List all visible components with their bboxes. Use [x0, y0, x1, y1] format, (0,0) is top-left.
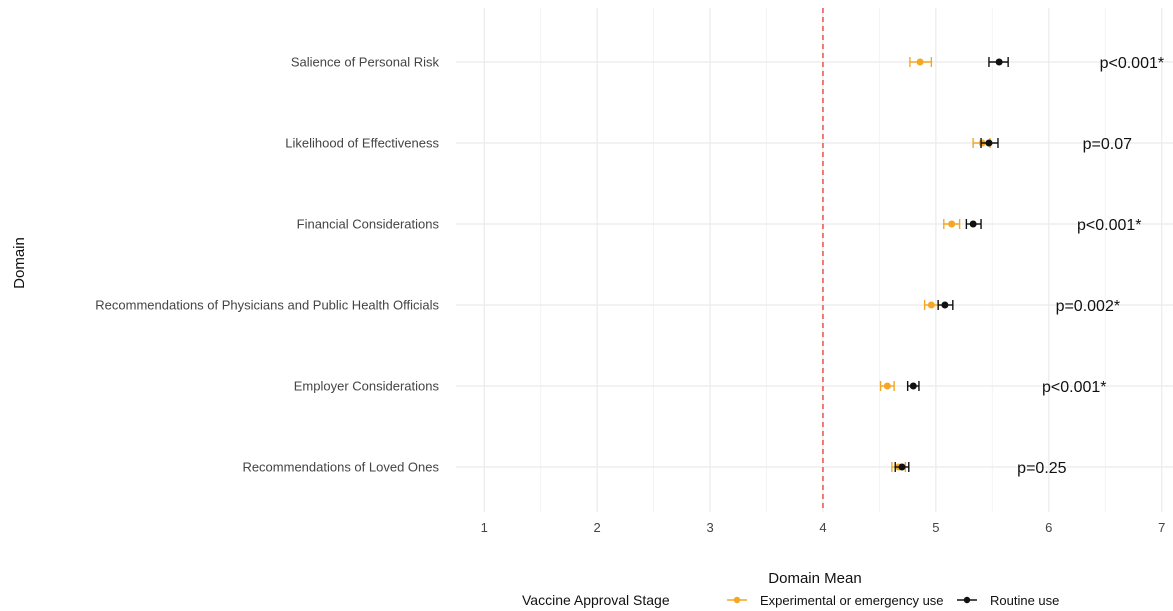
- y-tick-labels: Salience of Personal Risk Likelihood of E…: [95, 55, 439, 475]
- series-routine-use: [894, 57, 1009, 472]
- x-tick-label: 3: [706, 520, 713, 535]
- data-point: [909, 382, 917, 390]
- x-tick-label: 6: [1045, 520, 1052, 535]
- data-point: [916, 58, 924, 66]
- x-tick-label: 4: [819, 520, 826, 535]
- data-point: [995, 58, 1003, 66]
- p-value-label: p=0.07: [1083, 136, 1132, 153]
- data-point: [941, 301, 949, 309]
- legend-key-point: [733, 596, 741, 604]
- x-tick-label: 7: [1158, 520, 1165, 535]
- y-tick-label: Recommendations of Physicians and Public…: [95, 298, 439, 313]
- x-tick-labels: 1 2 3 4 5 6 7: [481, 520, 1166, 535]
- legend-items: Experimental or emergency use Routine use: [727, 593, 1059, 608]
- legend-item: Routine use: [957, 593, 1059, 608]
- y-tick-label: Likelihood of Effectiveness: [285, 136, 439, 151]
- p-value-label: p=0.25: [1017, 460, 1066, 477]
- p-value-label: p=0.002*: [1056, 298, 1121, 315]
- legend: Vaccine Approval Stage Experimental or e…: [522, 592, 1059, 608]
- data-point: [883, 382, 891, 390]
- y-tick-label: Employer Considerations: [294, 379, 440, 394]
- legend-label: Experimental or emergency use: [760, 593, 944, 608]
- data-point: [927, 301, 935, 309]
- x-tick-label: 2: [594, 520, 601, 535]
- y-axis-title: Domain: [11, 237, 28, 289]
- p-value-label: p<0.001*: [1042, 379, 1107, 396]
- data-point: [948, 220, 956, 228]
- y-tick-label: Financial Considerations: [297, 217, 440, 232]
- x-axis-title: Domain Mean: [768, 570, 861, 587]
- data-marks: [879, 57, 1009, 472]
- y-tick-label: Recommendations of Loved Ones: [242, 460, 439, 475]
- p-value-label: p<0.001*: [1077, 217, 1142, 234]
- legend-label: Routine use: [990, 593, 1059, 608]
- p-value-label: p<0.001*: [1100, 55, 1165, 72]
- y-tick-label: Salience of Personal Risk: [291, 55, 440, 70]
- legend-title: Vaccine Approval Stage: [522, 592, 670, 608]
- p-value-labels: p<0.001* p=0.07 p<0.001* p=0.002* p<0.001* p=…: [1017, 55, 1164, 477]
- data-point: [985, 139, 993, 147]
- legend-key-point: [963, 596, 971, 604]
- x-tick-label: 5: [932, 520, 939, 535]
- data-point: [969, 220, 977, 228]
- x-tick-label: 1: [481, 520, 488, 535]
- grid: [456, 8, 1173, 512]
- legend-item: Experimental or emergency use: [727, 593, 944, 608]
- data-point: [898, 463, 906, 471]
